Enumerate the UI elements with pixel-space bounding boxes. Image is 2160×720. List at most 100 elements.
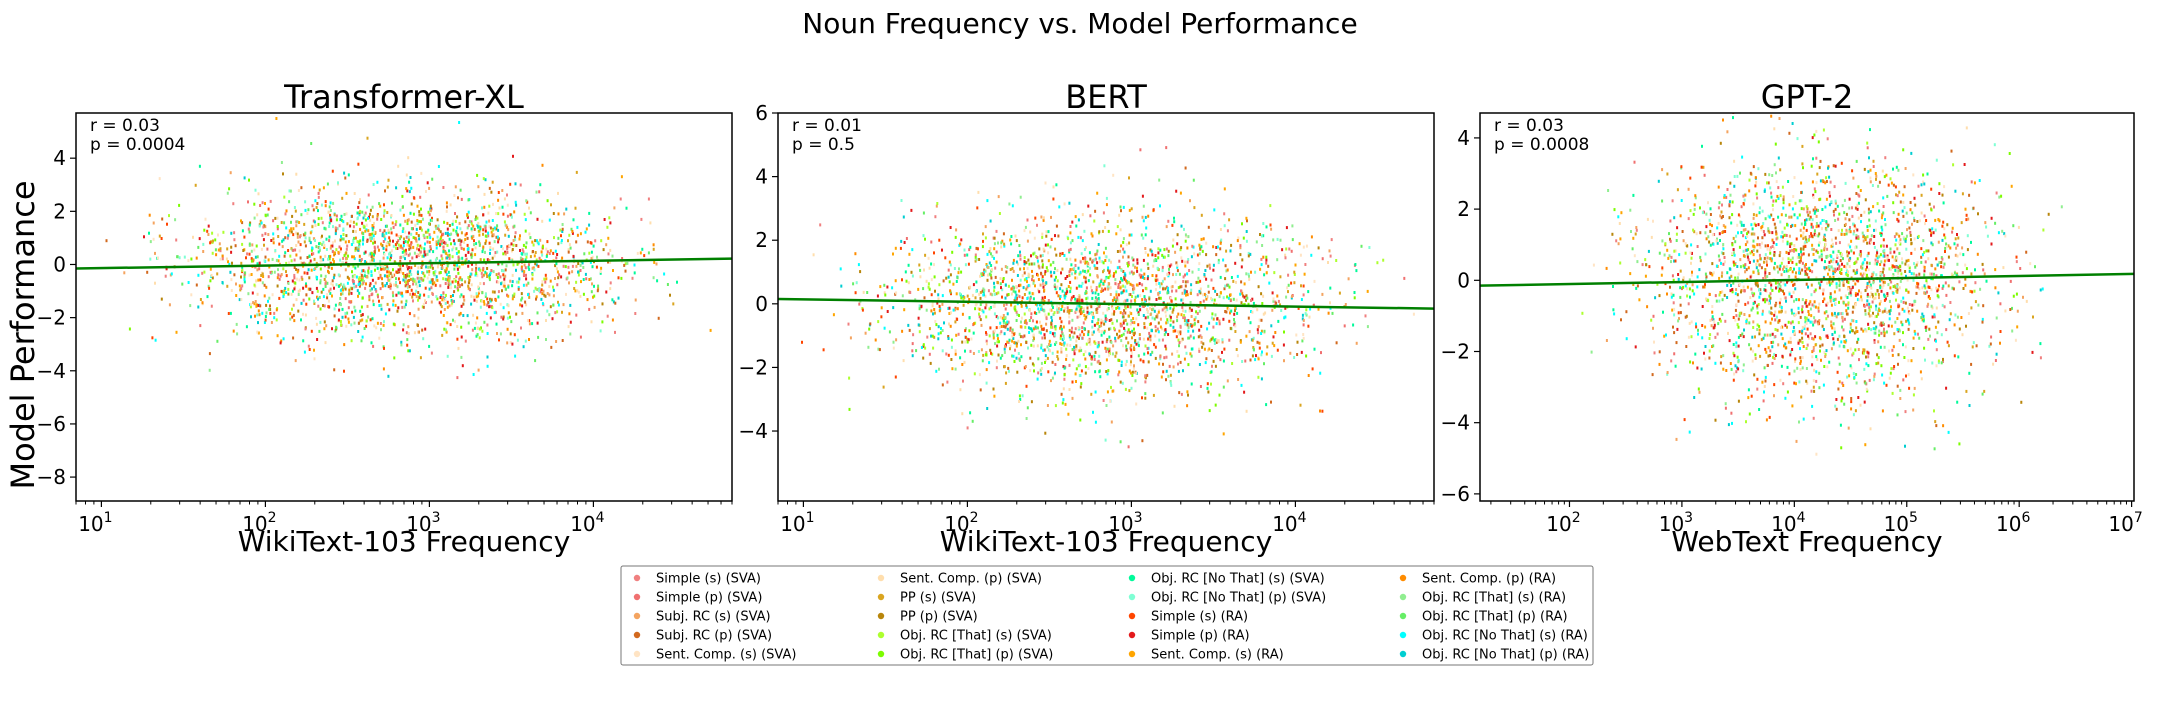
- scatter-point: [1175, 261, 1178, 265]
- scatter-point: [452, 318, 454, 322]
- scatter-point: [406, 338, 409, 342]
- scatter-point: [354, 236, 357, 240]
- scatter-point: [265, 303, 268, 307]
- scatter-point: [1169, 296, 1172, 300]
- scatter-point: [422, 337, 425, 341]
- scatter-point: [1044, 354, 1047, 358]
- scatter-point: [432, 250, 435, 254]
- scatter-point: [413, 196, 416, 200]
- scatter-point: [935, 323, 938, 327]
- scatter-point: [1090, 355, 1093, 359]
- scatter-point: [1130, 270, 1133, 274]
- scatter-point: [203, 270, 206, 274]
- scatter-point: [312, 208, 315, 212]
- scatter-point: [938, 367, 940, 371]
- scatter-point: [409, 277, 412, 281]
- scatter-point: [435, 226, 438, 230]
- scatter-point: [287, 292, 290, 296]
- scatter-point: [915, 349, 918, 353]
- scatter-point: [276, 216, 279, 220]
- scatter-point: [367, 216, 369, 220]
- scatter-point: [331, 244, 334, 248]
- scatter-point: [1093, 219, 1096, 223]
- scatter-point: [551, 317, 554, 321]
- scatter-point: [1166, 308, 1169, 312]
- scatter-point: [209, 241, 212, 245]
- scatter-point: [1139, 358, 1142, 362]
- scatter-point: [405, 248, 407, 252]
- scatter-point: [415, 232, 418, 235]
- scatter-point: [1166, 291, 1169, 295]
- scatter-point: [1097, 341, 1100, 345]
- scatter-point: [482, 213, 485, 217]
- scatter-point: [1029, 369, 1032, 373]
- scatter-point: [1133, 364, 1135, 368]
- scatter-point: [982, 353, 985, 357]
- scatter-point: [982, 293, 985, 297]
- scatter-point: [322, 304, 324, 307]
- scatter-point: [1059, 296, 1061, 300]
- scatter-point: [1061, 304, 1064, 308]
- scatter-point: [1254, 270, 1257, 274]
- scatter-point: [388, 308, 391, 312]
- scatter-point: [1049, 263, 1052, 267]
- scatter-point: [1045, 230, 1048, 234]
- scatter-point: [1094, 390, 1097, 394]
- scatter-point: [917, 316, 920, 320]
- scatter-points: [105, 117, 712, 380]
- scatter-point: [263, 259, 266, 263]
- scatter-point: [1792, 326, 1795, 329]
- scatter-point: [931, 301, 934, 305]
- scatter-point: [1139, 308, 1142, 312]
- scatter-point: [464, 339, 467, 343]
- scatter-point: [1136, 258, 1139, 262]
- scatter-point: [1940, 333, 1943, 337]
- scatter-point: [1190, 324, 1193, 328]
- scatter-point: [1163, 333, 1166, 337]
- scatter-point: [440, 240, 443, 243]
- scatter-point: [447, 270, 450, 274]
- scatter-point: [243, 176, 246, 180]
- scatter-point: [1191, 270, 1194, 274]
- scatter-point: [985, 368, 988, 372]
- scatter-point: [1166, 318, 1169, 322]
- scatter-point: [1129, 330, 1132, 334]
- scatter-point: [382, 323, 385, 327]
- scatter-point: [346, 281, 349, 285]
- scatter-point: [1261, 350, 1263, 354]
- scatter-point: [554, 249, 557, 253]
- scatter-point: [417, 266, 420, 270]
- scatter-point: [1245, 272, 1248, 276]
- scatter-point: [1056, 279, 1059, 283]
- scatter-point: [273, 316, 276, 320]
- scatter-point: [1049, 349, 1051, 353]
- scatter-point: [925, 279, 928, 283]
- scatter-point: [950, 345, 953, 349]
- scatter-point: [397, 239, 400, 243]
- scatter-point: [994, 275, 997, 279]
- scatter-point: [457, 238, 460, 242]
- scatter-point: [1686, 294, 1689, 298]
- scatter-point: [1087, 269, 1090, 273]
- scatter-point: [995, 250, 998, 254]
- scatter-point: [1176, 319, 1179, 323]
- scatter-point: [989, 219, 992, 223]
- scatter-point: [429, 236, 432, 240]
- scatter-point: [353, 236, 355, 240]
- scatter-point: [255, 244, 258, 248]
- scatter-point: [1007, 320, 1010, 324]
- scatter-point: [294, 281, 297, 285]
- scatter-point: [1335, 341, 1338, 345]
- scatter-point: [483, 300, 485, 304]
- scatter-point: [373, 245, 376, 249]
- scatter-point: [257, 192, 260, 196]
- scatter-point: [1185, 319, 1188, 323]
- scatter-point: [522, 250, 525, 254]
- scatter-point: [1220, 238, 1223, 242]
- scatter-point: [1014, 296, 1017, 300]
- scatter-point: [538, 289, 540, 293]
- scatter-point: [452, 219, 455, 223]
- scatter-point: [342, 288, 344, 292]
- scatter-point: [1025, 287, 1028, 291]
- scatter-point: [482, 228, 485, 232]
